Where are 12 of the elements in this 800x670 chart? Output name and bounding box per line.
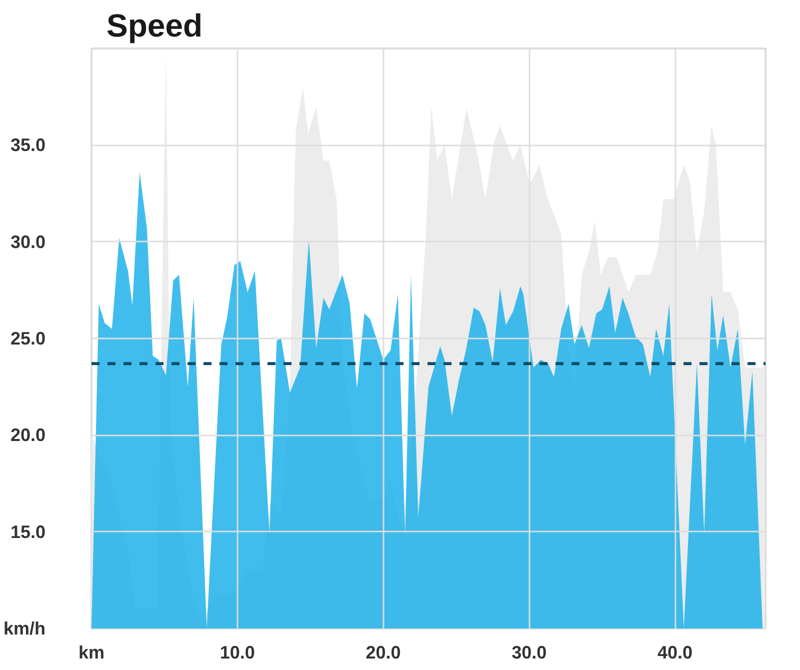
x-tick-label: 30.0 — [512, 642, 547, 662]
y-tick-label: 25.0 — [10, 328, 46, 348]
y-tick-label: 35.0 — [10, 135, 46, 156]
y-axis-title: km/h — [3, 618, 46, 638]
y-tick-label: 15.0 — [10, 522, 46, 542]
y-tick-label: 20.0 — [10, 425, 46, 446]
x-tick-label: km — [78, 642, 105, 662]
chart-title: Speed — [106, 8, 203, 44]
y-tick-label: 30.0 — [10, 232, 46, 252]
x-tick-label: 40.0 — [658, 642, 693, 662]
x-tick-label: 20.0 — [366, 642, 401, 662]
x-tick-label: 10.0 — [220, 642, 255, 662]
